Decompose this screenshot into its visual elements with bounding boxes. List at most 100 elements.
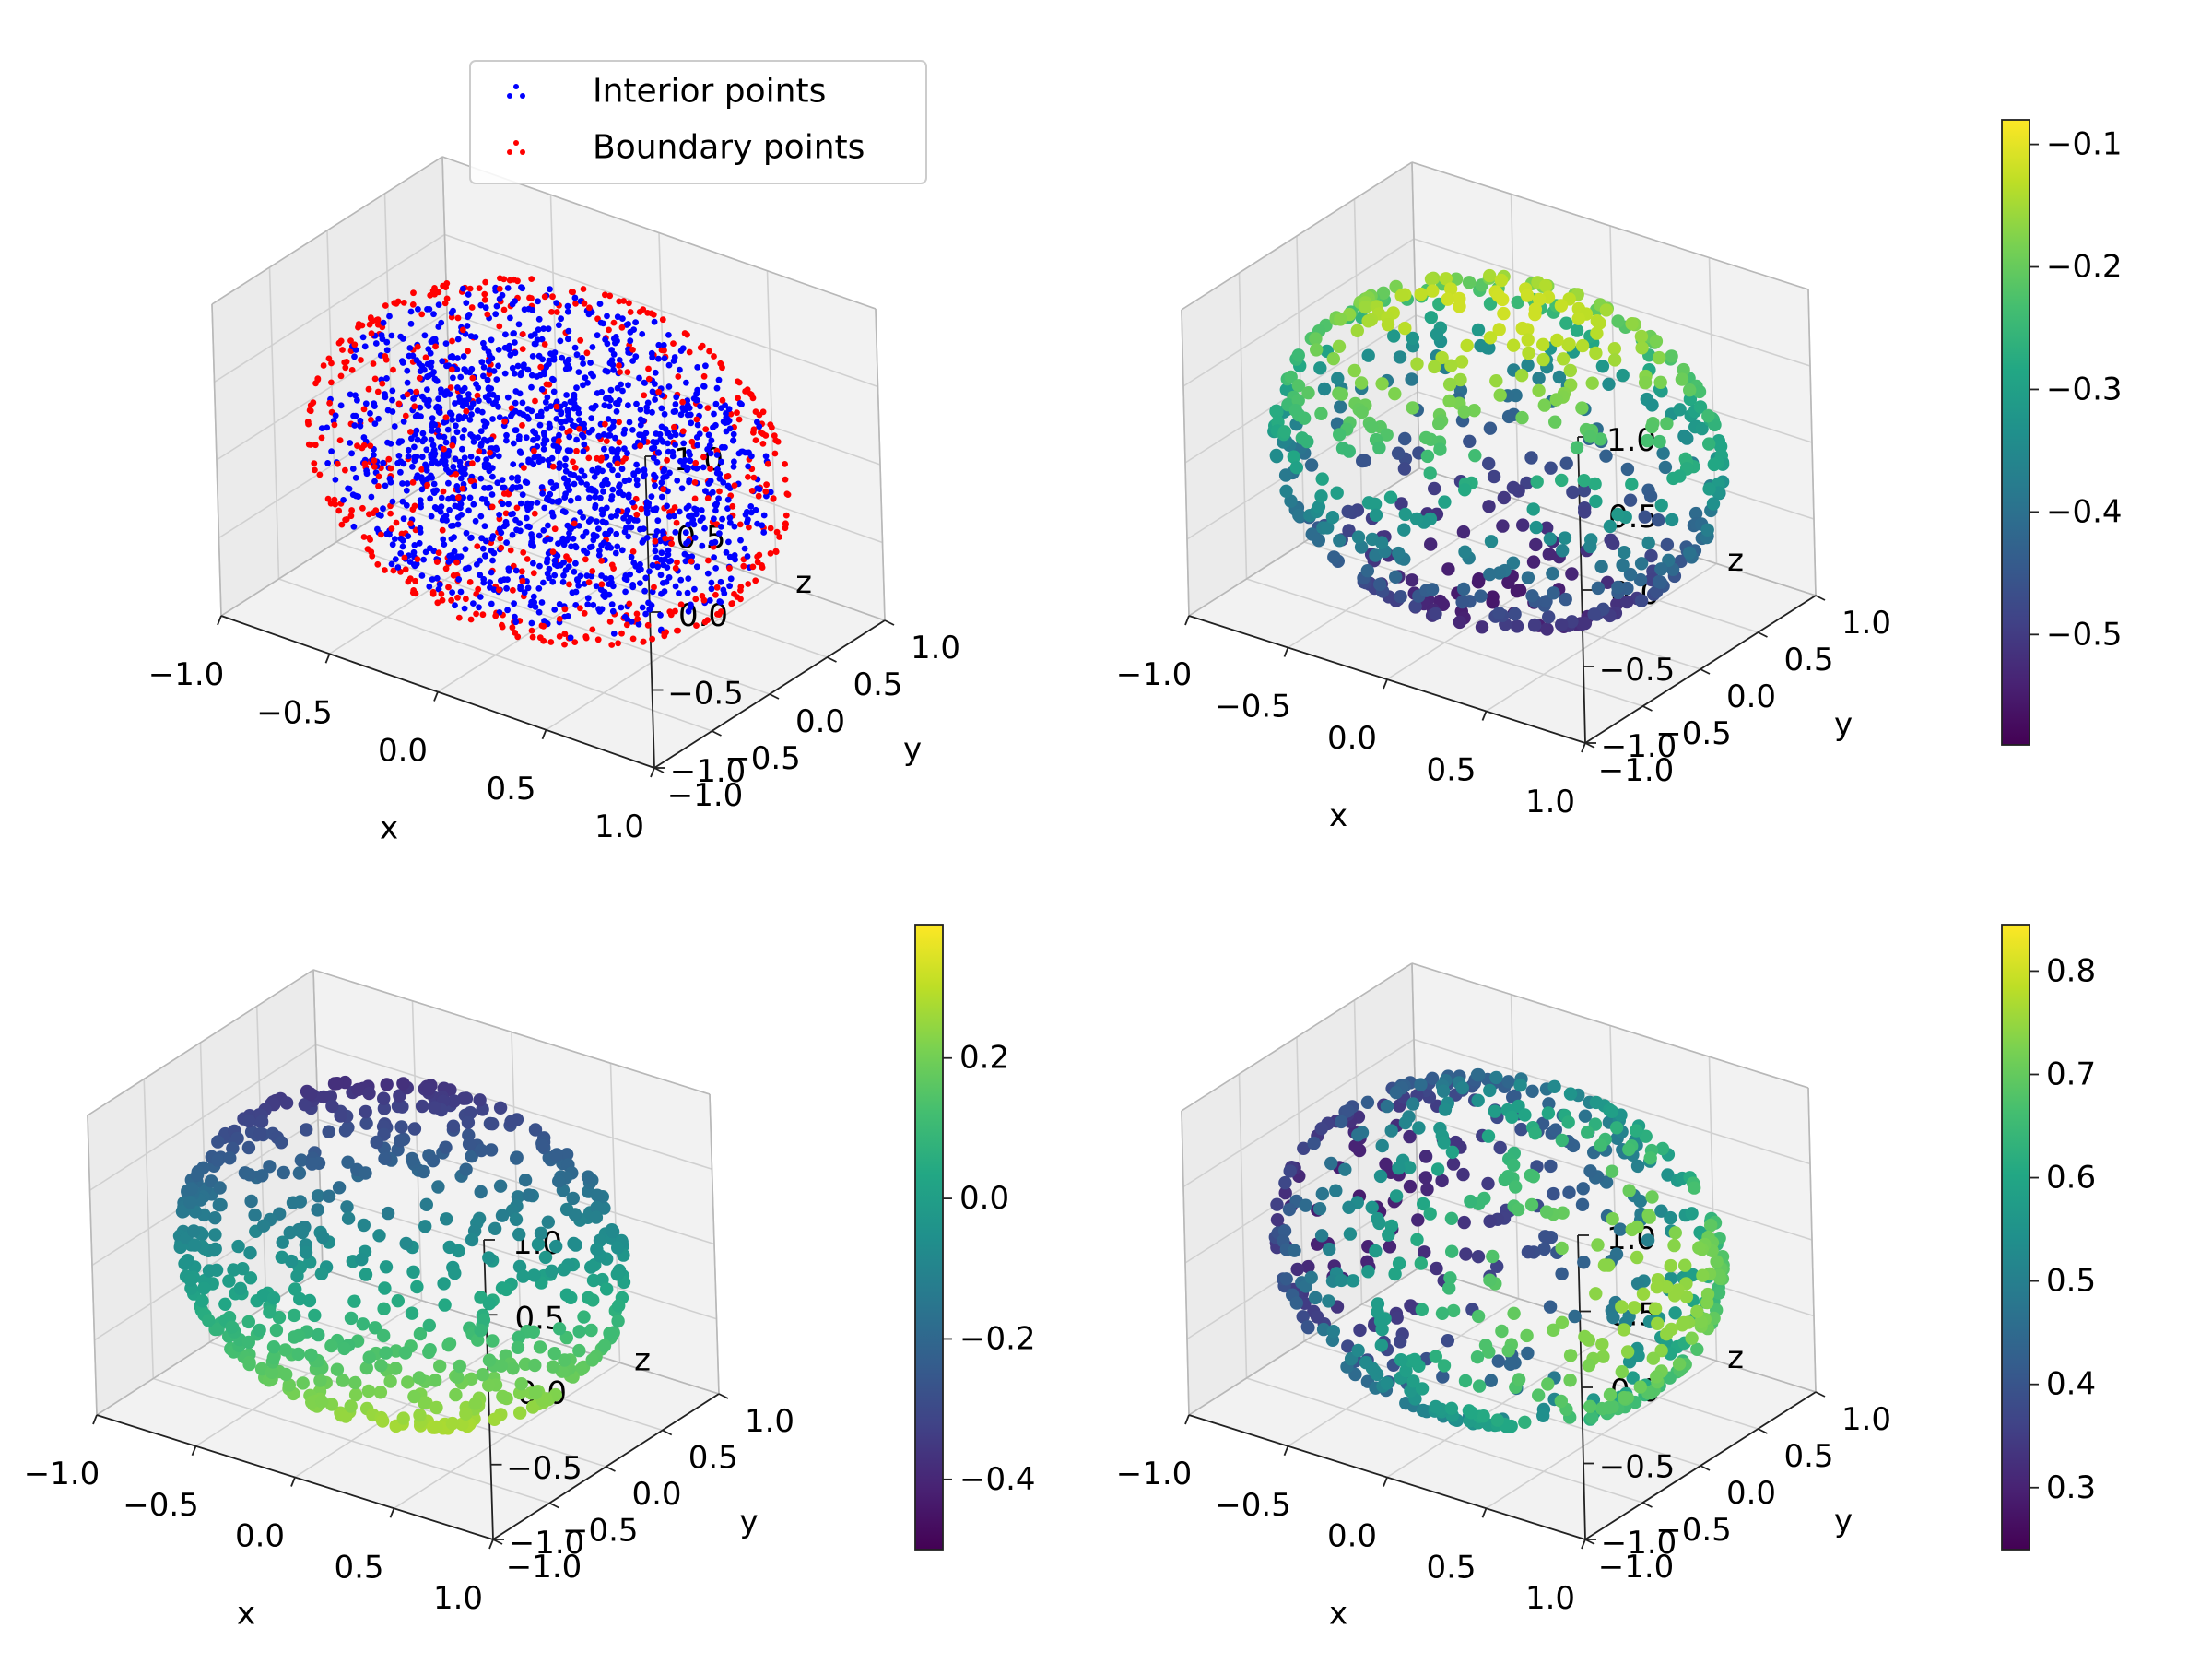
interior-point [368,493,375,501]
colored-point [1438,495,1452,509]
interior-point [693,390,700,397]
interior-point [670,358,677,364]
colored-point [379,1346,393,1360]
interior-point [508,412,514,419]
interior-point [754,520,760,527]
colored-point [1418,1171,1433,1185]
colored-point [1622,1355,1637,1369]
interior-point [610,336,618,342]
colored-point [1369,508,1383,522]
legend-box [469,60,927,184]
interior-point [467,431,474,438]
interior-point [711,515,717,523]
interior-point [404,379,411,386]
colored-point [440,1212,453,1226]
interior-point [557,337,564,345]
interior-point [602,530,608,537]
colored-point [1595,360,1610,373]
interior-point [684,397,691,404]
boundary-point [553,309,560,315]
colored-point [1392,1161,1406,1175]
interior-point [352,412,359,419]
colored-point [1496,292,1510,307]
colored-point [1373,1169,1388,1184]
colored-point [509,1212,524,1227]
interior-point [524,406,532,412]
y-tick-label: −1.0 [506,1549,582,1586]
colored-point [222,1274,236,1288]
boundary-point [719,396,726,404]
boundary-point [556,616,563,622]
boundary-point [674,559,680,566]
boundary-point [312,380,319,387]
interior-point [509,531,516,538]
boundary-point [524,556,531,562]
interior-point [543,363,549,371]
colored-point [1361,348,1375,362]
colored-point [253,1323,266,1338]
colored-point [585,1353,599,1367]
interior-point [549,513,557,520]
boundary-point [442,414,450,421]
colored-point [1593,316,1606,330]
interior-point [635,620,642,628]
colored-point [459,1162,473,1176]
colored-point [1291,394,1305,407]
colored-point [1443,282,1458,296]
interior-point [612,434,618,442]
z-tick-label: −0.5 [667,676,744,713]
interior-point [405,453,412,460]
colored-point [1508,1089,1522,1103]
colored-point [1508,607,1522,621]
colored-point [1559,592,1572,607]
interior-point [704,570,712,577]
interior-point [540,325,547,332]
y-axis-label: y [1834,706,1853,743]
colored-point [1515,410,1529,425]
colored-point [337,1341,351,1356]
interior-point [617,488,623,495]
boundary-point [435,289,442,296]
interior-point [467,535,474,541]
interior-point [318,425,325,431]
colored-point [1379,1157,1393,1172]
boundary-point [338,521,346,528]
interior-point [530,560,536,567]
boundary-point [561,631,569,637]
interior-point [474,455,481,463]
colored-point [474,1185,488,1199]
interior-point [724,496,732,503]
pane-edge [1411,161,1809,290]
interior-point [652,369,659,376]
colored-point [241,1315,255,1329]
colored-point [1648,1302,1663,1315]
colored-point [253,1126,267,1141]
interior-point [632,319,639,326]
y-tick-label: 0.0 [795,703,845,740]
colored-point [1497,306,1511,321]
boundary-point [626,600,633,607]
interior-point [516,448,524,455]
colored-point [1372,1216,1386,1231]
interior-point [469,400,477,407]
interior-point [531,599,538,606]
colored-point [1649,335,1664,348]
boundary-point [566,428,573,434]
colored-point [1436,1370,1450,1384]
colored-point [377,1328,391,1343]
interior-point [386,313,393,320]
colored-point [195,1294,209,1308]
boundary-point [529,633,536,641]
interior-point [622,572,629,579]
interior-point [618,547,626,554]
x-tick-label: −0.5 [1215,689,1291,725]
colored-point [341,1155,355,1169]
colored-point [1633,572,1648,587]
colored-point [407,1122,422,1136]
interior-point [488,336,495,344]
interior-point [619,315,626,322]
colored-point [1373,1314,1388,1328]
legend-label-0: Interior points [593,73,826,111]
colored-point [1559,316,1573,330]
legend-marker [507,149,512,155]
